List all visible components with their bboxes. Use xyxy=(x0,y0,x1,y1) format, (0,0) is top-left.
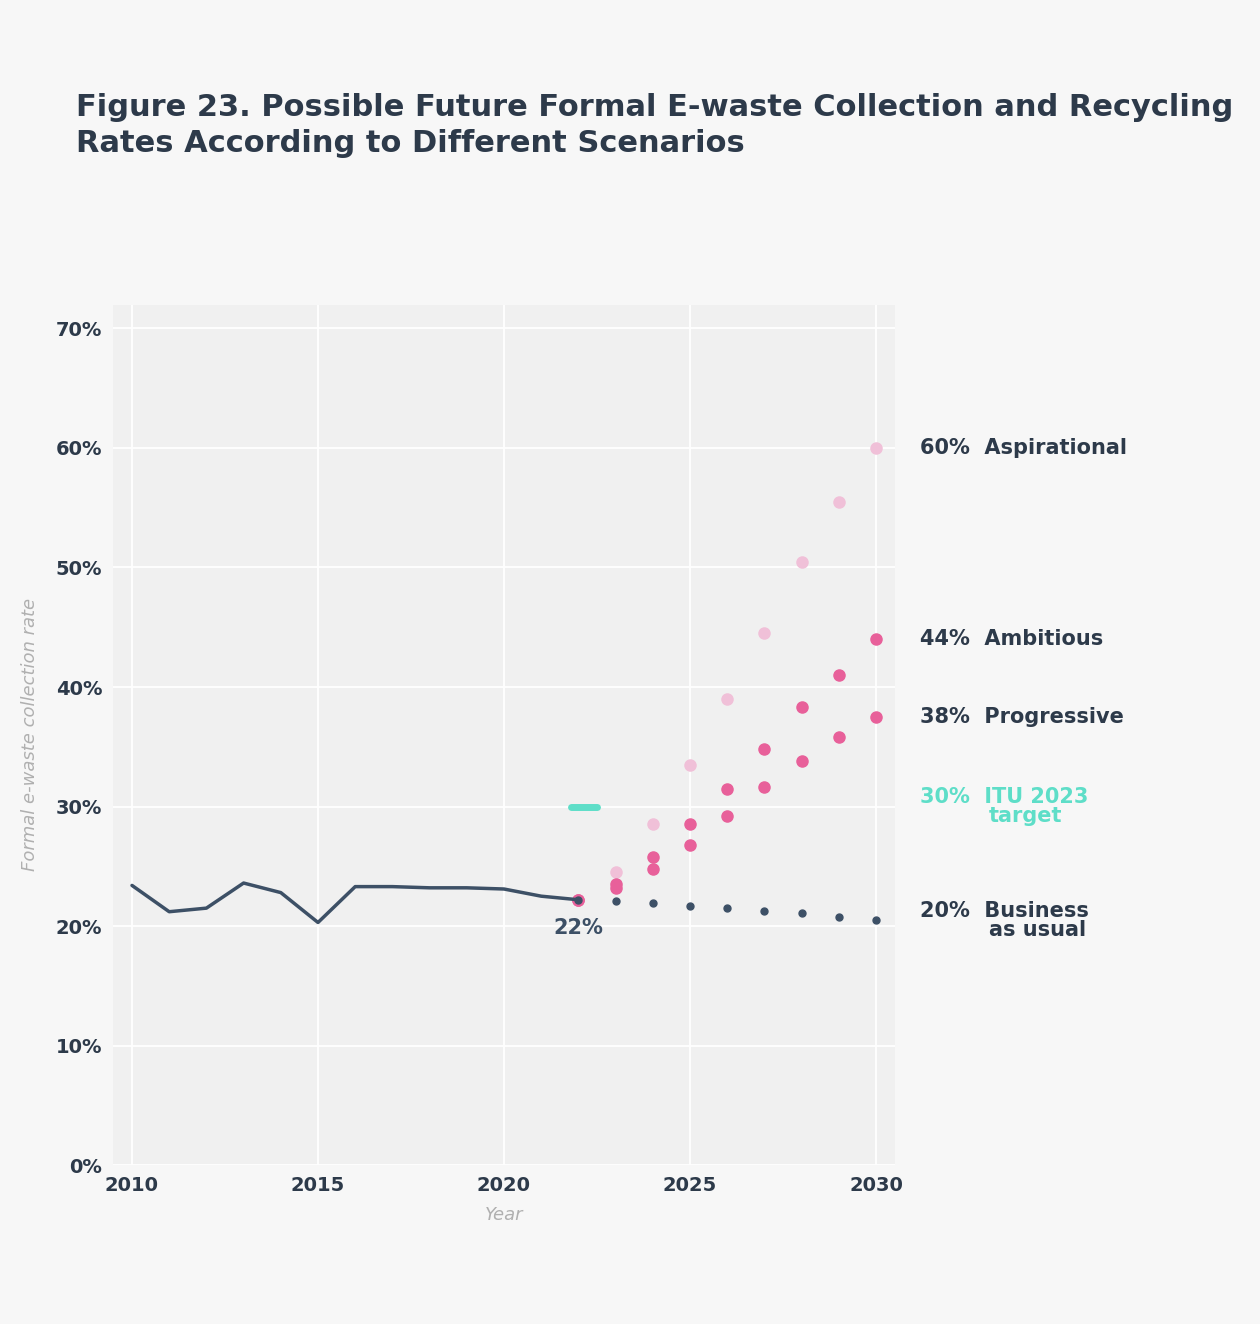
Text: 22%: 22% xyxy=(553,918,604,937)
Text: target: target xyxy=(989,806,1062,826)
X-axis label: Year: Year xyxy=(485,1206,523,1225)
Text: 20%  Business: 20% Business xyxy=(920,900,1089,920)
Text: 60%  Aspirational: 60% Aspirational xyxy=(920,438,1126,458)
Text: as usual: as usual xyxy=(989,920,1086,940)
Text: 30%  ITU 2023: 30% ITU 2023 xyxy=(920,786,1089,806)
Text: Figure 23. Possible Future Formal E-waste Collection and Recycling
Rates Accordi: Figure 23. Possible Future Formal E-wast… xyxy=(76,93,1232,158)
Y-axis label: Formal e-waste collection rate: Formal e-waste collection rate xyxy=(21,598,39,871)
Text: 44%  Ambitious: 44% Ambitious xyxy=(920,629,1102,649)
Text: 38%  Progressive: 38% Progressive xyxy=(920,707,1124,727)
